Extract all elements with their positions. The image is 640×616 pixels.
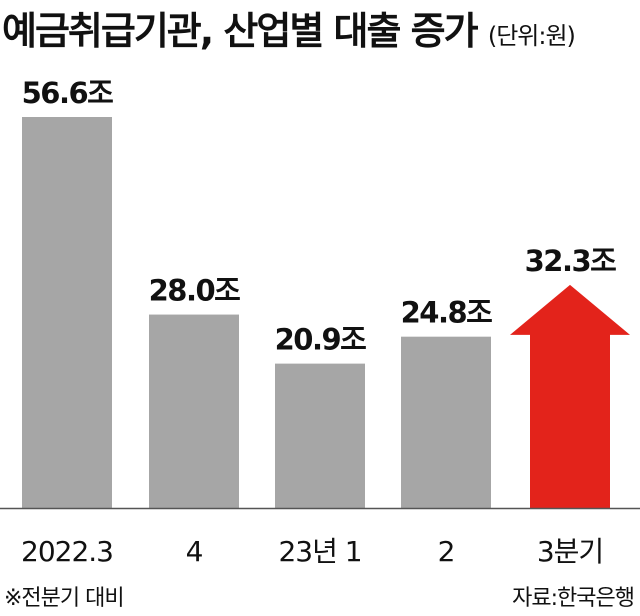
footnote: ※전분기 대비	[4, 586, 125, 611]
category-label-2: 23년 1	[278, 535, 361, 568]
bar-1	[149, 314, 239, 508]
category-label-1: 4	[186, 535, 203, 568]
data-label-0: 56.6조	[22, 76, 114, 110]
category-label-0: 2022.3	[21, 535, 113, 568]
category-label-3: 2	[438, 535, 455, 568]
data-label-1: 28.0조	[149, 274, 241, 308]
data-label-3: 24.8조	[401, 296, 493, 330]
bar-3	[401, 336, 491, 508]
data-label-4: 32.3조	[525, 244, 617, 278]
bar-2	[275, 363, 365, 508]
highlight-arrow-bar	[510, 284, 630, 508]
unit-label: (단위:원)	[487, 22, 576, 50]
source-label: 자료:한국은행	[512, 586, 635, 611]
category-label-4: 3분기	[537, 535, 603, 568]
title-text: 예금취급기관, 산업별 대출 증가	[2, 9, 479, 53]
data-label-2: 20.9조	[275, 323, 367, 357]
chart-title: 예금취급기관, 산업별 대출 증가 (단위:원)	[2, 0, 576, 55]
bar-0	[22, 117, 112, 508]
